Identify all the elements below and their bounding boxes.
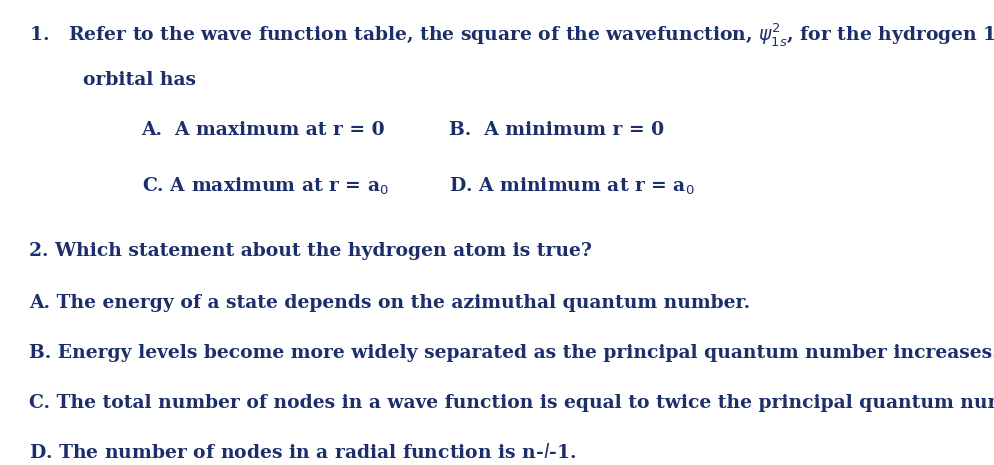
Text: C. The total number of nodes in a wave function is equal to twice the principal : C. The total number of nodes in a wave f… [30,394,994,412]
Text: D. A minimum at r = a$_{0}$: D. A minimum at r = a$_{0}$ [448,176,694,197]
Text: orbital has: orbital has [83,71,196,89]
Text: C. A maximum at r = a$_{0}$: C. A maximum at r = a$_{0}$ [141,176,389,197]
Text: B. Energy levels become more widely separated as the principal quantum number in: B. Energy levels become more widely sepa… [30,344,994,362]
Text: 1.   Refer to the wave function table, the square of the wavefunction, $\psi_{1s: 1. Refer to the wave function table, the… [30,20,994,47]
Text: 2. Which statement about the hydrogen atom is true?: 2. Which statement about the hydrogen at… [30,242,591,259]
Text: B.  A minimum r = 0: B. A minimum r = 0 [448,121,663,139]
Text: D. The number of nodes in a radial function is n-$l$-1.: D. The number of nodes in a radial funct… [30,443,576,462]
Text: A. The energy of a state depends on the azimuthal quantum number.: A. The energy of a state depends on the … [30,294,749,312]
Text: A.  A maximum at r = 0: A. A maximum at r = 0 [141,121,385,139]
